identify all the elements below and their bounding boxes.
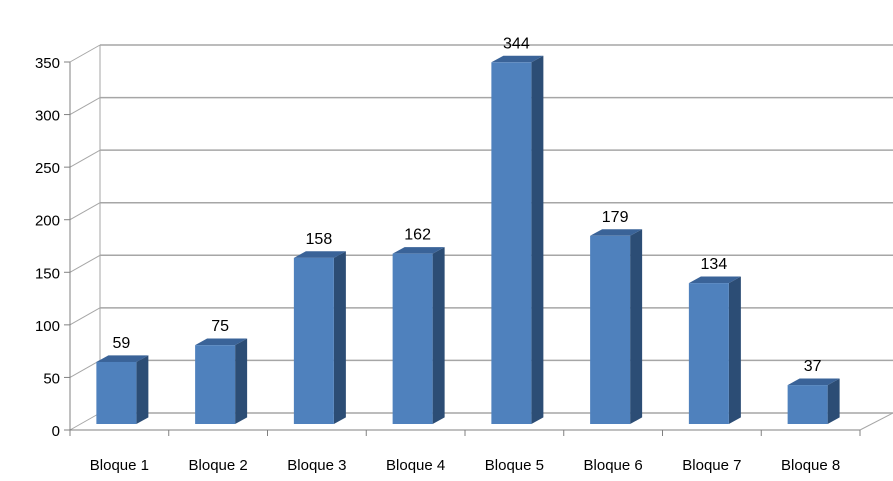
bar-side [630,229,643,424]
gridline-wall-diagonal [69,307,101,326]
bar [293,257,334,424]
gridline-wall-diagonal [69,149,101,168]
label-layer: 59 Bloque 1 75 Bloque 2 158 Bloque 3 162 Bloque… [90,35,840,474]
grid-layer [69,44,893,431]
data-label: 162 [404,227,431,244]
x-tick-label: Bloque 7 [682,457,741,474]
y-tick-label: 300 [35,108,60,125]
bar [392,253,433,424]
x-tick-label: Bloque 6 [584,457,643,474]
bar-side [432,247,445,424]
bar-side [333,251,346,424]
y-tick-label: 100 [35,318,60,335]
gridline-wall-diagonal [69,359,101,378]
x-tick-label: Bloque 1 [90,457,149,474]
data-label: 37 [804,358,822,375]
bar-side [136,355,149,424]
bar [195,345,236,424]
bar [491,62,532,425]
bar-top [688,276,741,284]
bar-side [827,378,840,424]
data-label: 134 [701,256,728,273]
x-tick-label: Bloque 5 [485,457,544,474]
data-label: 179 [602,209,629,226]
bar-top [590,229,643,236]
y-tick-label: 50 [43,370,60,387]
bar-side [235,338,248,424]
x-tick-label: Bloque 2 [189,457,248,474]
x-tick-label: Bloque 3 [287,457,346,474]
bar [787,385,828,424]
bar-top [293,251,346,258]
bar-side [531,55,544,425]
floor-right-edge [859,412,893,431]
axis-layer: 0 50 100 150 200 250 300 350 [35,55,893,440]
bar-top [787,378,840,386]
gridline-wall-diagonal [69,254,101,273]
bar-top [392,247,445,254]
bar [590,235,631,424]
x-tick-label: Bloque 8 [781,457,840,474]
gridline-wall-diagonal [69,202,101,221]
bar-top [96,355,149,362]
bar [688,283,729,424]
data-label: 75 [211,318,229,335]
y-tick-label: 250 [35,160,60,177]
bar-top [491,55,544,63]
y-tick-label: 200 [35,213,60,230]
gridline-wall-diagonal [69,97,101,116]
y-tick-label: 0 [52,423,60,440]
bar-layer [96,55,840,425]
bar [96,361,137,424]
data-label: 344 [503,35,530,52]
bar-top [195,338,248,346]
x-tick-label: Bloque 4 [386,457,445,474]
y-tick-label: 150 [35,265,60,282]
y-tick-label: 350 [35,55,60,72]
gridline-wall-diagonal [69,412,101,431]
data-label: 59 [112,335,130,352]
gridline-wall-diagonal [69,44,101,63]
bar-side [728,276,741,424]
data-label: 158 [306,231,333,248]
